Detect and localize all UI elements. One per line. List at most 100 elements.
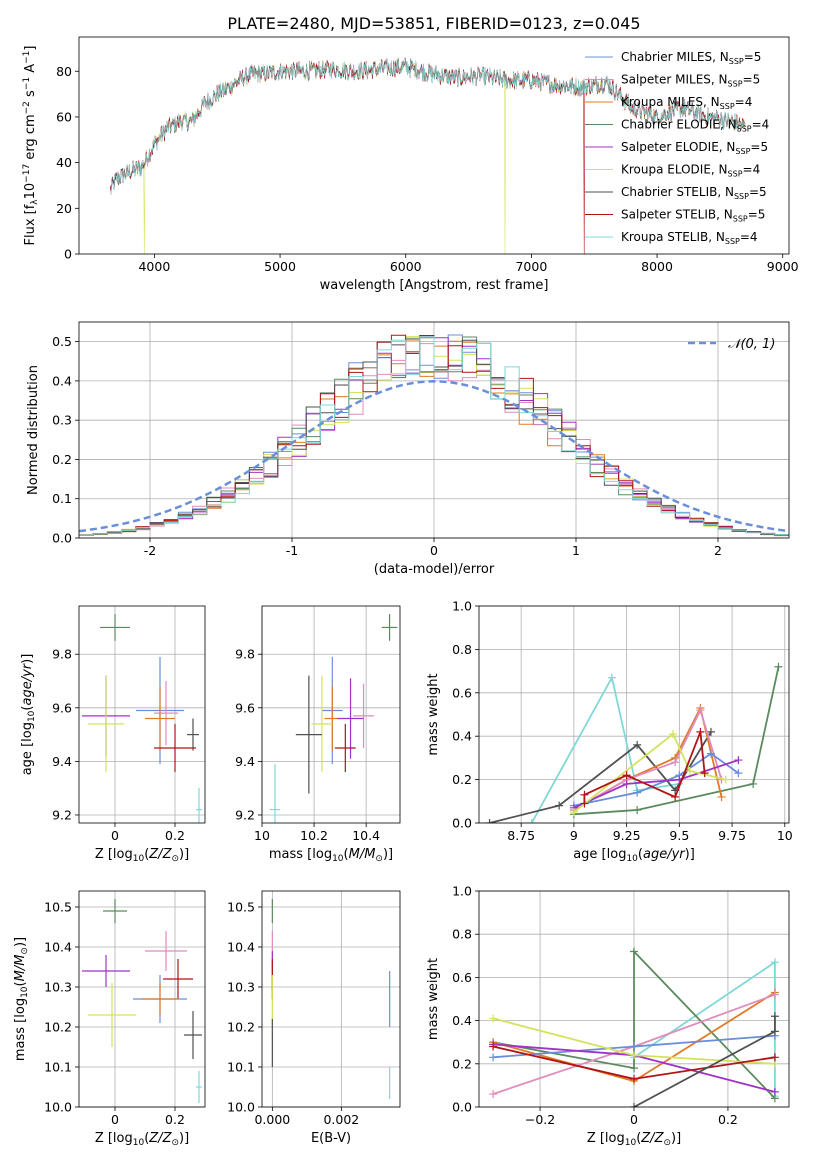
weight-marker (706, 727, 715, 736)
weight-line-chabrier-elodie (492, 949, 776, 1100)
legend-entry-kroupa-miles: Kroupa MILES, NSSP=4 (621, 95, 752, 111)
ticks: 10 10.2 10.4 9.2 9.4 9.6 9.8 (235, 647, 380, 843)
y-axis-label: Flux [fλ10−17 erg cm−2 s−1 A−1] (22, 46, 40, 246)
errorbar-salpeter-miles (145, 931, 187, 971)
errorbar-salpeter-miles (353, 683, 374, 748)
y-tick-label: 9.2 (52, 807, 72, 822)
ticks: 4000 5000 6000 7000 8000 9000 0 20 40 60 80 (56, 64, 799, 274)
weight-marker (630, 1064, 638, 1073)
y-axis-label: mass weight (426, 958, 441, 1040)
plot-area (485, 662, 783, 823)
errorbar-salpeter-miles (154, 681, 178, 746)
weight-marker (622, 771, 631, 780)
errorbar-kroupa-stelib (196, 1071, 202, 1103)
y-axis-label: mass weight (426, 673, 441, 755)
x-tick-label: 10.2 (300, 828, 328, 843)
y-tick-label: 0.2 (452, 1056, 472, 1071)
errorbar-kroupa-miles (142, 983, 178, 1015)
errorbar-kroupa-elodie (88, 675, 124, 773)
x-tick-label: 0 (630, 1112, 638, 1127)
x-tick-label: 9.75 (718, 828, 746, 843)
errorbar-kroupa-stelib (269, 764, 281, 823)
ticks: −0.2 0 0.2 0.0 0.2 0.4 0.6 0.8 1.0 (452, 884, 738, 1128)
weight-marker (770, 990, 779, 999)
x-tick-label: 0.000 (254, 1112, 290, 1127)
weight-marker (607, 673, 616, 682)
x-tick-label: 0 (111, 1112, 119, 1127)
y-tick-label: 0.1 (52, 491, 72, 506)
x-tick-label: 8.75 (507, 828, 535, 843)
x-tick-label: 0 (111, 828, 119, 843)
y-tick-label: 10.2 (44, 1020, 72, 1035)
weight-marker (685, 766, 694, 775)
y-tick-label: 10.1 (44, 1060, 72, 1075)
y-tick-label: 0.0 (452, 816, 472, 831)
x-axis-label: Z [log10(Z/Z⊙)] (95, 847, 189, 864)
x-tick-label: 10 (254, 828, 270, 843)
weight-marker (669, 730, 678, 739)
weight-marker (633, 805, 642, 814)
plot-area (82, 899, 202, 1103)
plot-area (79, 334, 789, 537)
ticks: -2 -1 0 1 2 0.0 0.1 0.2 0.3 0.4 0.5 (52, 334, 722, 558)
y-tick-label: 10.5 (227, 900, 255, 915)
weight-marker (700, 769, 709, 778)
y-tick-label: 0.0 (52, 531, 72, 546)
axes-frame (478, 605, 790, 824)
errorbar-chabrier-stelib (187, 718, 199, 751)
ticks: 0 0.2 9.2 9.4 9.6 9.8 (52, 647, 185, 843)
x-axis-label: Z [log10(Z/Z⊙)] (587, 1131, 681, 1148)
weight-line-kroupa-elodie (573, 732, 726, 813)
spectrum-line-salpeter-stelib (110, 57, 746, 254)
legend-entry-kroupa-stelib: Kroupa STELIB, NSSP=4 (621, 230, 758, 246)
legend-entry-kroupa-elodie: Kroupa ELODIE, NSSP=4 (621, 163, 760, 179)
weight-marker (721, 775, 730, 784)
weight-marker (630, 1074, 638, 1083)
y-tick-label: 10.4 (227, 940, 255, 955)
weight-marker (706, 749, 715, 758)
figure-title: PLATE=2480, MJD=53851, FIBERID=0123, z=0… (227, 14, 640, 33)
panel-mass-vs-ebv: 0.000 0.002 10.0 10.1 10.2 10.3 10.4 10.5 E(B-V) (227, 890, 401, 1146)
x-tick-label: 9.5 (669, 828, 689, 843)
y-tick-label: 10.0 (227, 1100, 255, 1115)
errorbar-salpeter-elodie (82, 955, 130, 987)
weight-marker (770, 1027, 779, 1036)
legend-entry-normal: 𝒩(0, 1) (728, 337, 775, 352)
y-tick-label: 9.8 (52, 647, 72, 662)
errorbar-chabrier-elodie (381, 614, 398, 641)
panel-age-vs-z: 0 0.2 9.2 9.4 9.6 9.8 Z [log10(Z/Z⊙)] age [log1… (20, 605, 206, 864)
y-tick-label: 0.6 (452, 685, 472, 700)
weight-marker (622, 779, 631, 788)
weight-marker (696, 727, 705, 736)
ticks: 0.000 0.002 10.0 10.1 10.2 10.3 10.4 10.5 (227, 900, 359, 1128)
y-axis-label: Normed distribution (26, 365, 41, 495)
panel-weight-vs-z: −0.2 0 0.2 0.0 0.2 0.4 0.6 0.8 1.0 Z [log10(Z/Z⊙)… (426, 884, 790, 1148)
x-tick-label: 6000 (390, 259, 422, 274)
y-tick-label: 0.4 (52, 373, 72, 388)
x-tick-label: -1 (286, 543, 298, 558)
axes-frame (78, 890, 206, 1108)
axes-frame (261, 605, 401, 824)
panel-spectrum: 4000 5000 6000 7000 8000 9000 0 20 40 60 80 Chabrie… (22, 36, 799, 293)
weight-marker (527, 819, 536, 823)
weight-marker (770, 958, 779, 967)
errorbar-chabrier-elodie (100, 614, 130, 641)
x-tick-label: 9000 (767, 259, 799, 274)
y-tick-label: 10.4 (44, 940, 72, 955)
x-axis-label: wavelength [Angstrom, rest frame] (320, 278, 549, 293)
weight-marker (489, 1053, 498, 1062)
weight-marker (630, 947, 638, 956)
weight-marker (630, 1051, 638, 1060)
ticks: 8.75 9 9.25 9.5 9.75 10 0.0 0.2 0.4 0.6 0.8 1.0 (452, 599, 793, 844)
weight-line-chabrier-elodie (573, 666, 780, 816)
x-tick-label: 7000 (515, 259, 547, 274)
y-tick-label: 0.8 (452, 927, 472, 942)
weight-marker (489, 1014, 498, 1023)
y-tick-label: 40 (56, 155, 72, 170)
x-tick-label: 0.2 (165, 1112, 185, 1127)
y-tick-label: 9.8 (235, 647, 255, 662)
weight-marker (630, 1042, 638, 1051)
x-tick-label: 0.2 (718, 1112, 738, 1127)
weight-marker (633, 740, 642, 749)
weight-marker (569, 808, 578, 817)
